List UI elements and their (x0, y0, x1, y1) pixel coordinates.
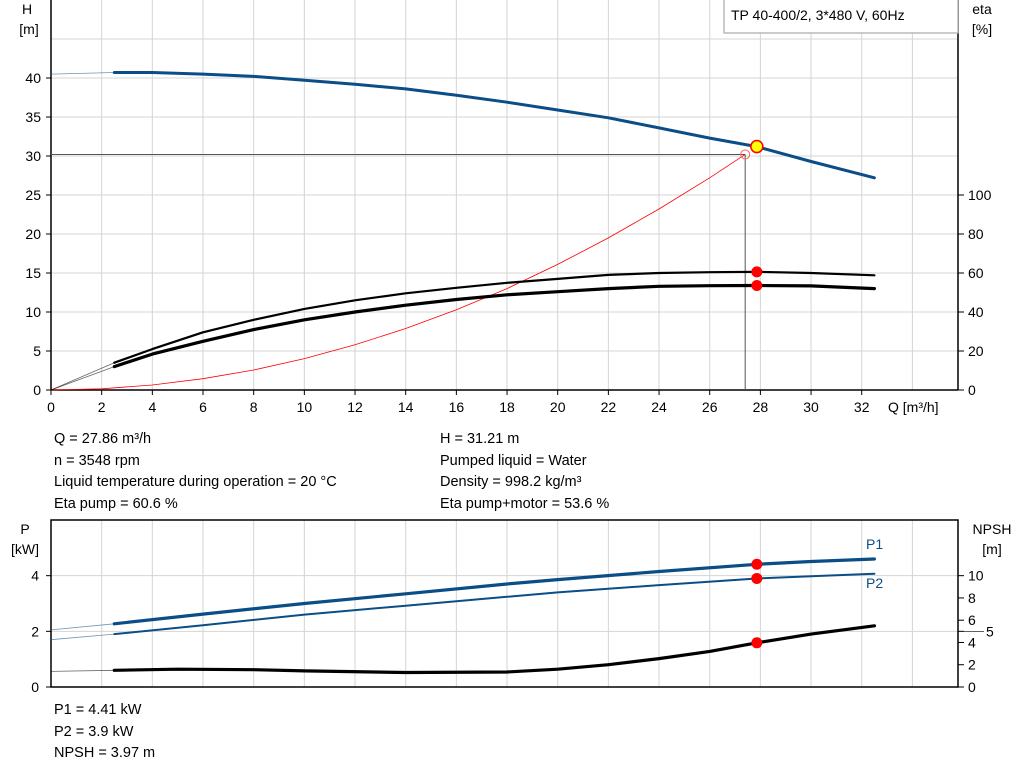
y-left-tick-label: 0 (33, 382, 41, 398)
y-left-tick-label: 15 (25, 265, 41, 281)
x-tick-label: 20 (550, 399, 566, 415)
npsh-curve-extrapolated (50, 669, 115, 672)
npsh-tick-label: 2 (968, 657, 976, 673)
x-tick-label: 12 (347, 399, 363, 415)
p-tick-label: 4 (31, 568, 39, 584)
x-tick-label: 18 (499, 399, 515, 415)
duty-info-left: Q = 27.86 m³/h n = 3548 rpm Liquid tempe… (54, 429, 337, 515)
x-tick-label: 8 (250, 399, 258, 415)
x-tick-label: 30 (803, 399, 819, 415)
duty-info-right: H = 31.21 m Pumped liquid = Water Densit… (440, 429, 609, 515)
head-curve-extrapolated (50, 72, 115, 75)
info-npsh: NPSH = 3.97 m (54, 745, 156, 761)
title-box (723, 0, 959, 34)
p1-series-label: P1 (866, 536, 883, 552)
y-left-tick-label: 40 (25, 70, 41, 86)
p1-duty-marker (751, 558, 763, 570)
x-tick-label: 10 (297, 399, 313, 415)
npsh-tick-label: 6 (968, 612, 976, 628)
p-axis-label: P (20, 521, 29, 537)
info-eta-pump-motor: Eta pump+motor = 53.6 % (440, 495, 610, 512)
npsh-tick-label: 0 (968, 679, 976, 695)
x-tick-label: 28 (753, 399, 769, 415)
y-left-tick-label: 5 (33, 343, 41, 359)
x-tick-label: 6 (199, 399, 207, 415)
y-left-tick-label: 10 (25, 304, 41, 320)
npsh-axis-unit: [m] (982, 541, 1001, 557)
y-right-unit: [%] (972, 21, 992, 37)
system-point-marker (740, 149, 751, 160)
eta-pump-curve-line (113, 270, 876, 364)
info-density: Density = 998.2 kg/m³ (440, 474, 582, 490)
p2-curve-extrapolated (50, 633, 115, 641)
npsh-tick-label: 5 (986, 623, 994, 639)
y-right-tick-label: 100 (968, 187, 992, 203)
head-curve-line (112, 71, 876, 180)
info-head: H = 31.21 m (440, 431, 520, 447)
eta-pump-duty-marker (751, 266, 763, 278)
p1-curve-extrapolated (50, 623, 115, 631)
eta-pump-motor-curve-extrapolated (50, 366, 115, 391)
npsh-tick-label: 8 (968, 590, 976, 606)
y-left-tick-label: 30 (25, 148, 41, 164)
p-tick-label: 0 (31, 679, 39, 695)
x-tick-label: 26 (702, 399, 718, 415)
info-speed: n = 3548 rpm (54, 452, 140, 469)
p2-series-label: P2 (866, 575, 883, 591)
y-left-tick-label: 25 (25, 187, 41, 203)
x-tick-label: 0 (47, 399, 55, 415)
info-liquid: Pumped liquid = Water (440, 452, 587, 469)
eta-pump-curve-extrapolated (50, 362, 115, 391)
p2-duty-marker (751, 572, 763, 584)
y-right-tick-label: 40 (968, 304, 984, 320)
x-tick-label: 16 (449, 399, 465, 415)
y-right-tick-label: 0 (968, 382, 976, 398)
p2-curve-line (113, 572, 876, 636)
npsh-tick-label: 4 (968, 634, 976, 650)
x-tick-label: 24 (651, 399, 667, 415)
x-tick-label: 4 (148, 399, 156, 415)
y-right-label: eta (972, 1, 992, 17)
info-p1: P1 = 4.41 kW (54, 702, 142, 718)
y-right-tick-label: 20 (968, 343, 984, 359)
p1-curve-line (112, 557, 876, 626)
x-tick-label: 14 (398, 399, 414, 415)
x-axis-label: Q [m³/h] (888, 399, 939, 415)
y-right-tick-label: 80 (968, 226, 984, 242)
x-tick-label: 32 (854, 399, 870, 415)
y-right-tick-label: 60 (968, 265, 984, 281)
npsh-axis-label: NPSH (973, 521, 1012, 537)
info-flow: Q = 27.86 m³/h (54, 431, 152, 447)
chart-title: TP 40-400/2, 3*480 V, 60Hz (731, 7, 905, 23)
x-tick-label: 22 (601, 399, 617, 415)
npsh-tick-label: 10 (968, 568, 984, 584)
info-eta-pump: Eta pump = 60.6 % (54, 495, 178, 512)
duty-point-marker (750, 139, 764, 154)
info-p2: P2 = 3.9 kW (54, 723, 134, 740)
eta-pump-motor-curve-line (112, 283, 876, 369)
power-info: P1 = 4.41 kW P2 = 3.9 kW NPSH = 3.97 m (54, 700, 155, 765)
y-left-tick-label: 20 (25, 226, 41, 242)
p-axis-unit: [kW] (11, 541, 39, 557)
lower-plot-frame (50, 519, 959, 688)
npsh-duty-marker (751, 637, 763, 649)
system-curve-line (50, 154, 746, 391)
info-temperature: Liquid temperature during operation = 20… (54, 474, 337, 490)
p-tick-label: 2 (31, 623, 39, 639)
x-tick-label: 2 (98, 399, 106, 415)
y-left-tick-label: 35 (25, 109, 41, 125)
y-left-label: H (22, 1, 32, 17)
eta-pump-motor-duty-marker (751, 279, 763, 291)
y-left-unit: [m] (19, 21, 38, 37)
